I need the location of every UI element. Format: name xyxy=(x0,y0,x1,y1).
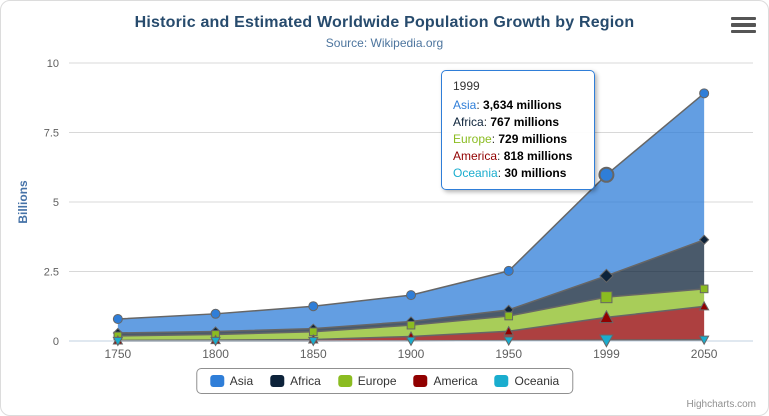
x-axis-label: 1800 xyxy=(202,347,229,361)
x-axis-label: 1999 xyxy=(593,347,620,361)
tooltip-series-name: Europe xyxy=(453,132,492,146)
square-marker[interactable] xyxy=(699,284,709,294)
area-america[interactable] xyxy=(117,306,705,341)
legend-label: America xyxy=(433,374,478,388)
triangle-marker[interactable] xyxy=(599,309,614,324)
chart-title: Historic and Estimated Worldwide Populat… xyxy=(134,14,635,31)
credits-link[interactable]: Highcharts.com xyxy=(686,399,756,410)
legend-item-oceania[interactable]: Oceania xyxy=(494,374,560,388)
triangle-down-marker[interactable] xyxy=(405,336,417,347)
hamburger-icon xyxy=(731,23,756,27)
hamburger-icon xyxy=(731,17,756,21)
circle-marker[interactable] xyxy=(210,308,221,319)
hamburger-icon xyxy=(731,29,756,33)
legend-symbol-oceania xyxy=(494,375,509,387)
y-axis-title: Billions xyxy=(16,180,30,224)
export-menu-button[interactable] xyxy=(731,17,756,33)
area-africa[interactable] xyxy=(117,239,705,336)
x-axis-label: 1850 xyxy=(300,347,327,361)
tooltip-series-value: 767 millions xyxy=(490,115,560,129)
triangle-down-marker[interactable] xyxy=(503,336,515,347)
legend-label: Oceania xyxy=(514,374,560,388)
circle-marker[interactable] xyxy=(598,166,615,183)
tooltip: 1999 Asia: 3,634 millions Africa: 767 mil… xyxy=(441,70,595,190)
triangle-marker[interactable] xyxy=(698,300,710,311)
triangle-down-marker[interactable] xyxy=(112,336,124,347)
triangle-down-marker[interactable] xyxy=(698,335,710,346)
tooltip-series-name: America xyxy=(453,149,498,163)
tooltip-rows: Asia: 3,634 millions Africa: 767 millions… xyxy=(453,97,583,182)
tooltip-row-america: America: 818 millions xyxy=(453,149,573,163)
circle-marker[interactable] xyxy=(308,301,319,312)
legend-symbol-africa xyxy=(270,375,285,387)
tooltip-row-europe: Europe: 729 millions xyxy=(453,132,568,146)
y-axis-label: 2.5 xyxy=(44,267,59,279)
legend-item-america[interactable]: America xyxy=(413,374,478,388)
tooltip-row-oceania: Oceania: 30 millions xyxy=(453,166,567,180)
x-axis-label: 1900 xyxy=(398,347,425,361)
legend-label: Asia xyxy=(229,374,254,388)
legend-item-asia[interactable]: Asia xyxy=(209,374,254,388)
triangle-down-marker[interactable] xyxy=(307,336,319,347)
square-marker[interactable] xyxy=(600,291,613,304)
legend-symbol-asia xyxy=(209,375,224,387)
legend-symbol-america xyxy=(413,375,428,387)
y-axis-label: 10 xyxy=(47,58,59,70)
tooltip-series-value: 729 millions xyxy=(498,132,568,146)
tooltip-series-value: 818 millions xyxy=(503,149,573,163)
legend: Asia Africa Europe America Oceania xyxy=(195,368,574,394)
x-axis-label: 1750 xyxy=(105,347,132,361)
y-axis-label: 5 xyxy=(53,197,59,209)
area-asia[interactable] xyxy=(117,93,705,333)
x-axis-label: 1950 xyxy=(495,347,522,361)
circle-marker[interactable] xyxy=(699,88,710,99)
tooltip-header: 1999 xyxy=(453,79,480,93)
y-axis-label: 0 xyxy=(53,336,59,348)
x-axis-label: 2050 xyxy=(691,347,718,361)
square-marker[interactable] xyxy=(504,311,514,321)
circle-marker[interactable] xyxy=(406,290,416,301)
diamond-marker[interactable] xyxy=(698,234,710,245)
tooltip-series-name: Asia xyxy=(453,98,477,112)
tooltip-row-asia: Asia: 3,634 millions xyxy=(453,98,562,112)
tooltip-series-value: 3,634 millions xyxy=(483,98,562,112)
chart-subtitle: Source: Wikipedia.org xyxy=(325,36,444,50)
tooltip-series-name: Africa xyxy=(453,115,484,129)
legend-item-africa[interactable]: Africa xyxy=(270,374,321,388)
triangle-marker[interactable] xyxy=(503,325,515,336)
legend-item-europe[interactable]: Europe xyxy=(337,374,397,388)
circle-marker[interactable] xyxy=(112,314,123,325)
legend-symbol-europe xyxy=(337,375,352,387)
legend-label: Africa xyxy=(290,374,321,388)
square-marker[interactable] xyxy=(406,320,416,330)
diamond-marker[interactable] xyxy=(599,268,614,284)
y-axis-label: 7.5 xyxy=(44,128,59,140)
tooltip-row-africa: Africa: 767 millions xyxy=(453,115,560,129)
tooltip-series-value: 30 millions xyxy=(504,166,567,180)
triangle-down-marker[interactable] xyxy=(599,334,614,348)
tooltip-series-name: Oceania xyxy=(453,166,498,180)
triangle-down-marker[interactable] xyxy=(210,336,221,347)
circle-marker[interactable] xyxy=(503,265,514,276)
legend-label: Europe xyxy=(357,374,397,388)
